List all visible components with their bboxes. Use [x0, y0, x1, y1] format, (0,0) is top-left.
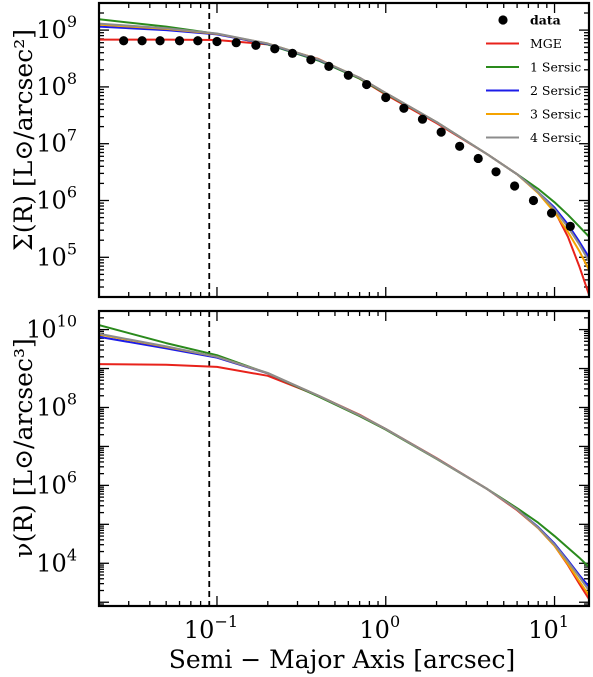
- x-tick-label: 101: [528, 612, 569, 644]
- series-line-2-sersic: [99, 335, 589, 588]
- y-tick-label: 104: [36, 545, 77, 577]
- legend-label: 1 Sersic: [530, 60, 581, 75]
- y-tick-label: 106: [36, 182, 77, 214]
- y-tick-label: 1010: [26, 312, 77, 344]
- series-line-2-sersic: [99, 25, 589, 258]
- y-tick-label: 108: [36, 389, 77, 421]
- data-point: [473, 153, 483, 164]
- series-line-4-sersic: [99, 332, 589, 592]
- data-point: [436, 127, 446, 137]
- series-line-mge: [99, 363, 589, 600]
- legend-label: 3 Sersic: [530, 107, 581, 122]
- data-point: [510, 181, 520, 191]
- series-line-1-sersic: [99, 324, 589, 568]
- series-line-1-sersic: [99, 18, 589, 238]
- data-point: [251, 40, 261, 50]
- data-point: [174, 36, 185, 46]
- y-axis-label: Σ(R) [L⊙/arcsec²]: [9, 29, 38, 251]
- data-point: [193, 36, 203, 46]
- legend-label: MGE: [530, 36, 562, 51]
- series-line-mge: [99, 38, 589, 295]
- data-point: [455, 141, 465, 151]
- axes-frame: [97, 309, 591, 608]
- bottom-panel: 1010 108 106 104 10−1 100 101 ν(R) [L⊙/arcsec³]: [9, 309, 591, 644]
- data-point: [137, 36, 147, 46]
- y-tick-label: 108: [36, 69, 77, 101]
- data-point: [270, 44, 280, 54]
- y-tick-label: 107: [36, 126, 77, 158]
- data-point: [306, 55, 316, 65]
- legend-label: data: [530, 13, 561, 28]
- x-tick-label: 10−1: [184, 612, 238, 644]
- data-point: [287, 48, 298, 58]
- data-point: [212, 36, 222, 47]
- data-point: [362, 79, 372, 90]
- data-point: [324, 61, 334, 71]
- axis-ticks: [98, 2, 589, 298]
- plot-area: [99, 311, 589, 606]
- legend-marker: [498, 15, 508, 25]
- y-tick-label: 105: [36, 239, 77, 271]
- data-point: [155, 36, 165, 46]
- data-point: [119, 36, 129, 46]
- data-point: [565, 221, 575, 231]
- data-point: [546, 208, 557, 218]
- legend-label: 4 Sersic: [530, 130, 581, 145]
- data-point: [343, 70, 353, 80]
- axis-ticks: [98, 310, 589, 607]
- data-point: [231, 38, 241, 48]
- x-tick-label: 100: [359, 612, 400, 644]
- axes-frame: [97, 1, 591, 299]
- legend: data MGE 1 Sersic 2 Sersic 3 Sersic 4 Sersic: [486, 13, 581, 145]
- legend-label: 2 Sersic: [530, 83, 581, 98]
- series-line-3-sersic: [99, 333, 589, 596]
- data-point: [528, 195, 539, 206]
- y-tick-label: 106: [36, 467, 77, 499]
- x-axis-label: Semi − Major Axis [arcsec]: [169, 645, 516, 674]
- plot-area: [99, 3, 589, 297]
- data-point: [417, 114, 428, 124]
- data-point: [381, 92, 391, 103]
- y-axis-label: ν(R) [L⊙/arcsec³]: [9, 338, 38, 557]
- series-line-4-sersic: [99, 22, 589, 262]
- data-point: [491, 167, 501, 177]
- series-line-3-sersic: [99, 23, 589, 271]
- y-tick-label: 109: [36, 12, 77, 44]
- data-point: [399, 103, 409, 113]
